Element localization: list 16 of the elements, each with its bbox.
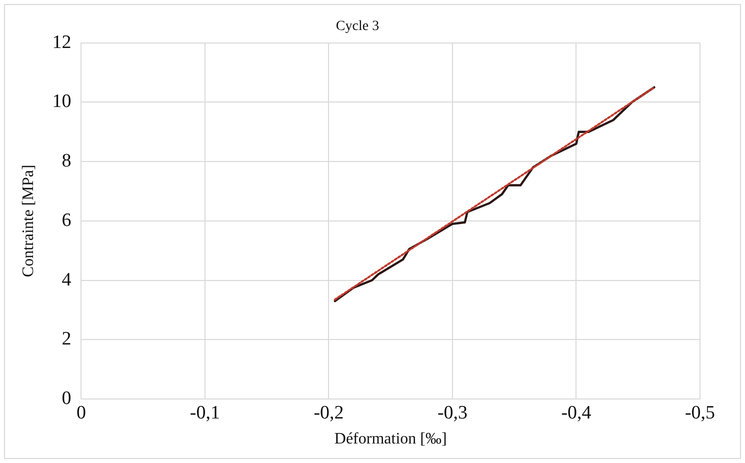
x-tick-label: -0,4 — [561, 402, 592, 424]
chart-title: Cycle 3 — [336, 19, 380, 34]
y-tick-label: 8 — [62, 150, 72, 172]
x-axis-title: Déformation [‰] — [334, 430, 447, 448]
y-tick-label: 2 — [62, 328, 72, 350]
y-tick-label: 0 — [62, 388, 72, 409]
y-tick-label: 12 — [52, 32, 72, 53]
y-axis-title: Contrainte [MPa] — [20, 164, 37, 278]
y-tick-label: 10 — [52, 91, 72, 112]
x-tick-label: 0 — [76, 402, 86, 424]
x-tick-label: -0,2 — [314, 402, 344, 424]
x-tick-label: -0,1 — [190, 402, 220, 424]
x-tick-label: -0,5 — [684, 402, 716, 424]
x-tick-label: -0,3 — [437, 402, 468, 424]
y-tick-label: 4 — [62, 269, 72, 290]
y-tick-label: 6 — [62, 210, 72, 231]
